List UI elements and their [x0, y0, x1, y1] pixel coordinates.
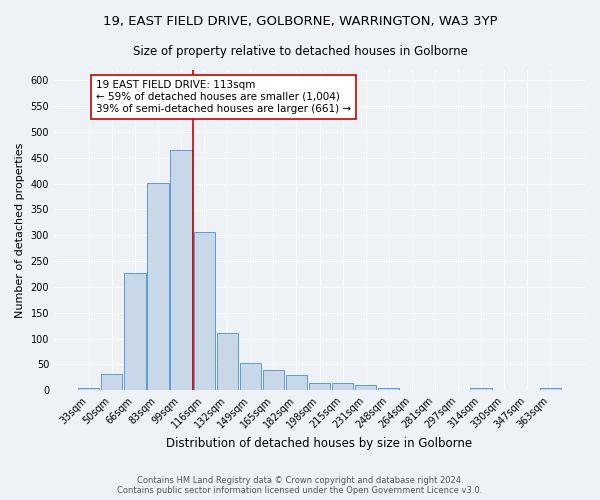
- Bar: [355, 385, 376, 390]
- Text: Size of property relative to detached houses in Golborne: Size of property relative to detached ho…: [133, 45, 467, 58]
- Bar: [78, 388, 100, 390]
- Bar: [124, 272, 146, 390]
- Bar: [286, 375, 307, 390]
- Text: 19 EAST FIELD DRIVE: 113sqm
← 59% of detached houses are smaller (1,004)
39% of : 19 EAST FIELD DRIVE: 113sqm ← 59% of det…: [96, 80, 351, 114]
- Y-axis label: Number of detached properties: Number of detached properties: [15, 142, 25, 318]
- Bar: [239, 363, 261, 390]
- X-axis label: Distribution of detached houses by size in Golborne: Distribution of detached houses by size …: [166, 437, 473, 450]
- Text: 19, EAST FIELD DRIVE, GOLBORNE, WARRINGTON, WA3 3YP: 19, EAST FIELD DRIVE, GOLBORNE, WARRINGT…: [103, 15, 497, 28]
- Bar: [378, 388, 400, 390]
- Text: Contains HM Land Registry data © Crown copyright and database right 2024.
Contai: Contains HM Land Registry data © Crown c…: [118, 476, 482, 495]
- Bar: [217, 333, 238, 390]
- Bar: [539, 388, 561, 390]
- Bar: [101, 374, 122, 390]
- Bar: [263, 370, 284, 390]
- Bar: [194, 232, 215, 390]
- Bar: [332, 383, 353, 390]
- Bar: [170, 150, 191, 390]
- Bar: [148, 182, 169, 390]
- Bar: [470, 388, 491, 390]
- Bar: [309, 383, 330, 390]
